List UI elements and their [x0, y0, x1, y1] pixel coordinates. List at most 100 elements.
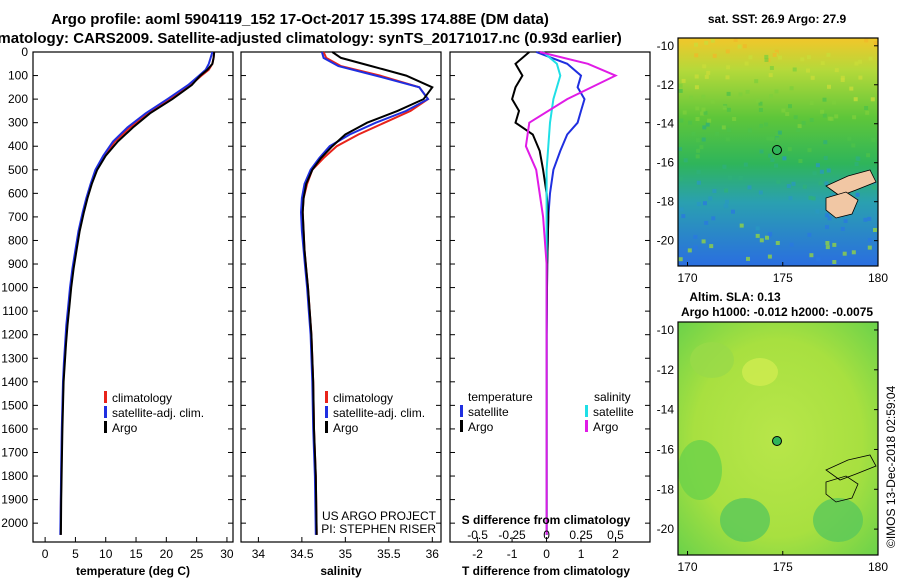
sst-pixel	[725, 75, 730, 80]
sst-pixel	[759, 238, 764, 243]
sst-pixel	[811, 196, 816, 201]
sst-pixel	[687, 248, 692, 253]
island-fiji-north-outline	[825, 454, 877, 481]
sst-pixel	[764, 122, 769, 127]
salinity-xticks: 34 34.5 35 35.5 36	[241, 51, 441, 561]
sst-pixel	[777, 130, 782, 135]
temperature-panel: 0 5 10 15 20 25 30 temperature (deg C) climato…	[32, 51, 234, 578]
x-tick-label: 30	[220, 547, 234, 561]
sst-pixel	[678, 176, 683, 181]
sst-pixel	[694, 53, 699, 58]
depth-tick-label: 1900	[1, 493, 28, 507]
map-y-tick-label: -18	[657, 195, 675, 209]
legend-climatology-swatch	[104, 391, 107, 403]
depth-tick-label: 1800	[1, 469, 28, 483]
sst-pixel	[858, 75, 863, 80]
sst-pixel	[697, 201, 702, 206]
depth-tick-label: 100	[8, 69, 28, 83]
sst-pixel	[745, 89, 750, 94]
sst-pixel	[865, 110, 870, 115]
sst-pixel	[682, 110, 687, 115]
salinity-xlabel: salinity	[320, 564, 362, 578]
salinity-panel: 34 34.5 35 35.5 36 salinity climatology sate…	[240, 51, 442, 578]
sst-pixel	[832, 260, 837, 264]
map-x-tick-label: 170	[678, 271, 698, 285]
sst-pixel	[755, 233, 760, 238]
depth-axis: 0 100 200 300 400 500 600 700 800 900 1000 1100 1200…	[1, 45, 28, 530]
s-difference-ticks: -0.5 -0.25 0 0.25 0.5	[467, 528, 624, 542]
sst-pixel	[704, 220, 709, 225]
sst-pixel	[679, 207, 684, 212]
map-y-tick-label: -10	[657, 323, 675, 337]
legend-satellite: satellite-adj. clim.	[112, 406, 204, 420]
sst-pixel	[802, 184, 807, 189]
map-x-tick-label: 180	[868, 560, 888, 574]
temperature-legend: climatology satellite-adj. clim. Argo	[104, 391, 204, 435]
sst-map-title: sat. SST: 26.9 Argo: 27.9	[708, 12, 847, 26]
sst-pixel	[824, 181, 829, 186]
difference-lines	[511, 51, 618, 535]
sst-pixel	[694, 74, 699, 79]
sst-pixel	[867, 216, 872, 221]
sst-pixel	[726, 65, 731, 70]
sst-pixel	[791, 181, 796, 186]
difference-panel: -2 -1 0 1 2 S difference from climatology -0…	[449, 51, 651, 578]
sst-pixel	[825, 225, 829, 230]
depth-tick-label: 1000	[1, 281, 28, 295]
sst-pixel	[820, 61, 825, 66]
sst-pixel	[701, 107, 706, 112]
sst-pixel	[789, 242, 794, 247]
sst-pixel	[695, 138, 700, 143]
sst-pixel	[786, 184, 791, 189]
s-diff-tick-label: 0	[543, 528, 550, 542]
sst-pixel	[825, 241, 830, 245]
legend-t-title: temperature	[468, 390, 533, 404]
sst-pixel	[834, 68, 839, 73]
sst-pixel	[732, 117, 737, 121]
s-diff-tick-label: 0.5	[607, 528, 624, 542]
sst-pixel	[711, 216, 716, 221]
depth-tick-label: 1100	[2, 304, 28, 318]
sst-pixel	[758, 190, 763, 195]
legend-argo: Argo	[333, 421, 359, 435]
sst-pixel	[781, 108, 786, 113]
sst-pixel	[770, 136, 774, 141]
sst-pixel	[809, 100, 814, 105]
sst-pixel	[704, 40, 709, 45]
sst-pixel	[701, 94, 706, 99]
sst-pixel	[722, 164, 727, 169]
depth-tick-label: 300	[8, 116, 28, 130]
sst-pixel	[858, 59, 863, 64]
map-x-tick-label: 170	[678, 560, 698, 574]
difference-legend: temperature satellite Argo salinity sate…	[460, 390, 634, 434]
sst-pixel	[769, 66, 774, 70]
sst-pixel	[785, 112, 790, 116]
sst-pixel	[853, 97, 858, 102]
sst-pixel	[726, 91, 731, 96]
legend-s-satellite: satellite	[593, 405, 634, 419]
map-x-tick-label: 175	[773, 271, 793, 285]
sst-pixel	[830, 193, 835, 198]
sst-pixel	[840, 78, 845, 82]
sla-blob	[678, 440, 722, 500]
sst-pixel	[873, 228, 877, 232]
sst-pixel	[725, 199, 729, 204]
legend-satellite-swatch	[325, 406, 328, 418]
salinity-legend: climatology satellite-adj. clim. Argo	[325, 391, 425, 435]
sst-pixel	[789, 86, 794, 91]
credit-project: US ARGO PROJECT	[322, 509, 437, 523]
sla-map-title-1: Altim. SLA: 0.13	[689, 290, 781, 304]
depth-tick-label: 2000	[1, 516, 28, 530]
sst-pixel	[704, 74, 709, 79]
x-tick-label: 10	[99, 547, 113, 561]
sst-pixel	[681, 214, 686, 219]
x-tick-label: 35.5	[377, 547, 401, 561]
sst-pixel	[701, 137, 706, 142]
argo-float-marker	[772, 145, 782, 155]
x-tick-label: -1	[507, 547, 518, 561]
temperature-xlabel: temperature (deg C)	[76, 564, 190, 578]
t-difference-xlabel: T difference from climatology	[462, 564, 630, 578]
legend-s-title: salinity	[594, 390, 631, 404]
sst-pixel	[725, 49, 730, 54]
